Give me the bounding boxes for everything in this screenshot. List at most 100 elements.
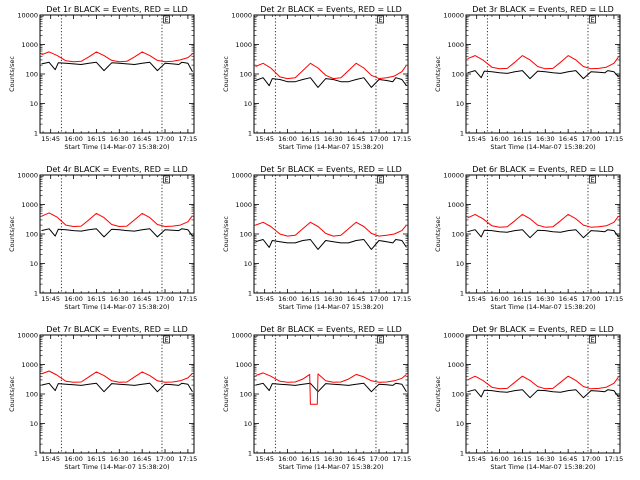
y-tick-label: 100 bbox=[26, 230, 38, 238]
y-tick-label: 100 bbox=[26, 390, 38, 398]
y-tick-label: 1 bbox=[460, 449, 464, 457]
y-axis-label: Counts/sec bbox=[222, 216, 230, 252]
x-tick-label: 17:15 bbox=[393, 295, 412, 303]
series-lld-line bbox=[41, 51, 193, 63]
x-tick-label: 16:15 bbox=[301, 295, 320, 303]
y-tick-label: 1000 bbox=[447, 201, 464, 209]
x-tick-label: 16:00 bbox=[490, 135, 509, 143]
marker-letter: E bbox=[590, 16, 594, 24]
x-tick-label: 16:45 bbox=[347, 455, 366, 463]
x-tick-label: 15:45 bbox=[41, 455, 60, 463]
x-tick-label: 15:45 bbox=[467, 295, 486, 303]
x-tick-label: 16:00 bbox=[64, 455, 83, 463]
y-axis-label: Counts/sec bbox=[8, 376, 16, 412]
marker-letter: E bbox=[164, 336, 168, 344]
x-axis-label: Start Time (14-Mar-07 15:38:20) bbox=[490, 463, 595, 471]
y-tick-label: 1000 bbox=[447, 361, 464, 369]
y-tick-label: 10 bbox=[244, 100, 252, 108]
y-tick-label: 100 bbox=[240, 230, 252, 238]
y-tick-label: 1 bbox=[248, 449, 252, 457]
series-events-line bbox=[41, 61, 193, 72]
x-tick-label: 16:15 bbox=[513, 455, 532, 463]
x-axis-label: Start Time (14-Mar-07 15:38:20) bbox=[64, 463, 169, 471]
x-tick-label: 16:00 bbox=[278, 135, 297, 143]
x-tick-label: 17:15 bbox=[605, 455, 624, 463]
y-tick-label: 100 bbox=[452, 230, 464, 238]
y-tick-label: 1000 bbox=[21, 41, 38, 49]
series-events-line bbox=[255, 77, 407, 88]
x-tick-label: 15:45 bbox=[255, 135, 274, 143]
y-tick-label: 10 bbox=[30, 260, 38, 268]
x-tick-label: 17:00 bbox=[370, 135, 389, 143]
y-tick-label: 1 bbox=[34, 449, 38, 457]
panel-grid: Det 1r BLACK = Events, RED = LLD 1 10 100 10… bbox=[8, 5, 623, 471]
x-tick-label: 17:15 bbox=[179, 295, 198, 303]
y-tick-label: 1000 bbox=[447, 41, 464, 49]
y-tick-label: 10000 bbox=[443, 11, 464, 19]
detector-panel: Det 5r BLACK = Events, RED = LLD 1 10 100 10… bbox=[222, 165, 411, 311]
series-lld-line bbox=[467, 213, 619, 228]
x-tick-label: 16:30 bbox=[536, 295, 555, 303]
y-axis-label: Counts/sec bbox=[434, 56, 442, 92]
x-axis-label: Start Time (14-Mar-07 15:38:20) bbox=[278, 303, 383, 311]
y-tick-label: 1000 bbox=[21, 361, 38, 369]
series-lld-line bbox=[467, 55, 619, 70]
y-tick-label: 100 bbox=[452, 70, 464, 78]
panel-title: Det 1r BLACK = Events, RED = LLD bbox=[46, 5, 188, 14]
series-events-line bbox=[467, 70, 619, 80]
y-tick-label: 10000 bbox=[17, 11, 38, 19]
x-tick-label: 17:15 bbox=[179, 455, 198, 463]
y-tick-label: 10 bbox=[30, 100, 38, 108]
y-tick-label: 10 bbox=[244, 260, 252, 268]
series-events-line bbox=[41, 382, 193, 393]
y-axis-label: Counts/sec bbox=[434, 216, 442, 252]
x-tick-label: 16:15 bbox=[87, 295, 106, 303]
y-tick-label: 1 bbox=[460, 129, 464, 137]
marker-box bbox=[163, 335, 170, 344]
x-tick-label: 17:15 bbox=[605, 295, 624, 303]
x-tick-label: 16:30 bbox=[110, 295, 129, 303]
x-axis-label: Start Time (14-Mar-07 15:38:20) bbox=[64, 303, 169, 311]
marker-letter: E bbox=[590, 176, 594, 184]
x-tick-label: 16:45 bbox=[347, 295, 366, 303]
panel-title: Det 9r BLACK = Events, RED = LLD bbox=[472, 325, 614, 334]
y-axis-label: Counts/sec bbox=[222, 56, 230, 92]
x-tick-label: 16:45 bbox=[133, 135, 152, 143]
detector-panel: Det 6r BLACK = Events, RED = LLD 1 10 100 10… bbox=[434, 165, 623, 311]
marker-letter: E bbox=[164, 176, 168, 184]
x-tick-label: 16:30 bbox=[324, 295, 343, 303]
marker-box bbox=[377, 175, 384, 184]
y-tick-label: 1 bbox=[34, 129, 38, 137]
x-tick-label: 16:30 bbox=[536, 455, 555, 463]
series-lld-line bbox=[467, 375, 619, 390]
marker-box bbox=[163, 15, 170, 24]
x-tick-label: 16:30 bbox=[536, 135, 555, 143]
x-tick-label: 16:15 bbox=[513, 295, 532, 303]
detector-panel: Det 4r BLACK = Events, RED = LLD 1 10 100 10… bbox=[8, 165, 197, 311]
marker-letter: E bbox=[164, 16, 168, 24]
x-tick-label: 16:15 bbox=[301, 455, 320, 463]
y-tick-label: 10 bbox=[456, 100, 464, 108]
y-tick-label: 10 bbox=[30, 420, 38, 428]
x-tick-label: 17:15 bbox=[605, 135, 624, 143]
x-tick-label: 16:30 bbox=[110, 455, 129, 463]
x-tick-label: 16:45 bbox=[559, 135, 578, 143]
series-events-line bbox=[41, 228, 193, 238]
marker-letter: E bbox=[590, 336, 594, 344]
y-tick-label: 100 bbox=[240, 390, 252, 398]
x-tick-label: 17:00 bbox=[582, 295, 601, 303]
series-lld-line bbox=[255, 221, 407, 237]
x-tick-label: 17:00 bbox=[156, 455, 175, 463]
x-tick-label: 16:15 bbox=[87, 455, 106, 463]
y-axis-label: Counts/sec bbox=[434, 376, 442, 412]
y-tick-label: 1 bbox=[460, 289, 464, 297]
x-tick-label: 17:15 bbox=[393, 455, 412, 463]
panel-title: Det 8r BLACK = Events, RED = LLD bbox=[260, 325, 402, 334]
y-tick-label: 1 bbox=[248, 129, 252, 137]
x-tick-label: 16:00 bbox=[64, 135, 83, 143]
x-tick-label: 16:45 bbox=[133, 295, 152, 303]
x-axis-label: Start Time (14-Mar-07 15:38:20) bbox=[64, 143, 169, 151]
x-axis-label: Start Time (14-Mar-07 15:38:20) bbox=[490, 303, 595, 311]
x-tick-label: 16:45 bbox=[559, 295, 578, 303]
series-events-line bbox=[467, 389, 619, 399]
